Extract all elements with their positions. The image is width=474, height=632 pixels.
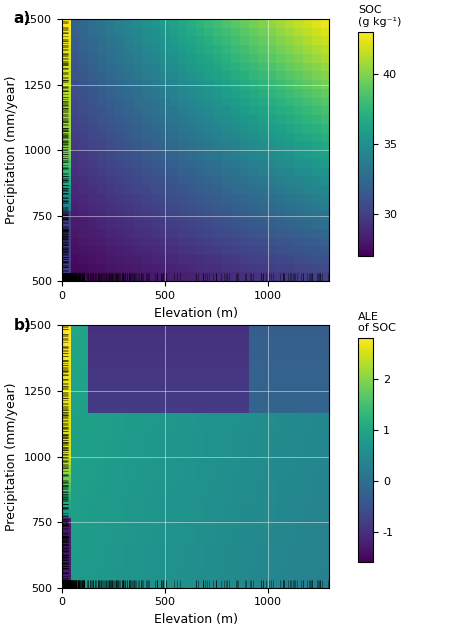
X-axis label: Elevation (m): Elevation (m) xyxy=(154,613,237,626)
Text: ALE
of SOC: ALE of SOC xyxy=(358,312,396,333)
Text: SOC
(g kg⁻¹): SOC (g kg⁻¹) xyxy=(358,5,401,27)
Text: b): b) xyxy=(13,318,31,332)
Y-axis label: Precipitation (mm/year): Precipitation (mm/year) xyxy=(5,382,18,531)
Y-axis label: Precipitation (mm/year): Precipitation (mm/year) xyxy=(5,76,18,224)
X-axis label: Elevation (m): Elevation (m) xyxy=(154,307,237,320)
Text: a): a) xyxy=(13,11,31,26)
